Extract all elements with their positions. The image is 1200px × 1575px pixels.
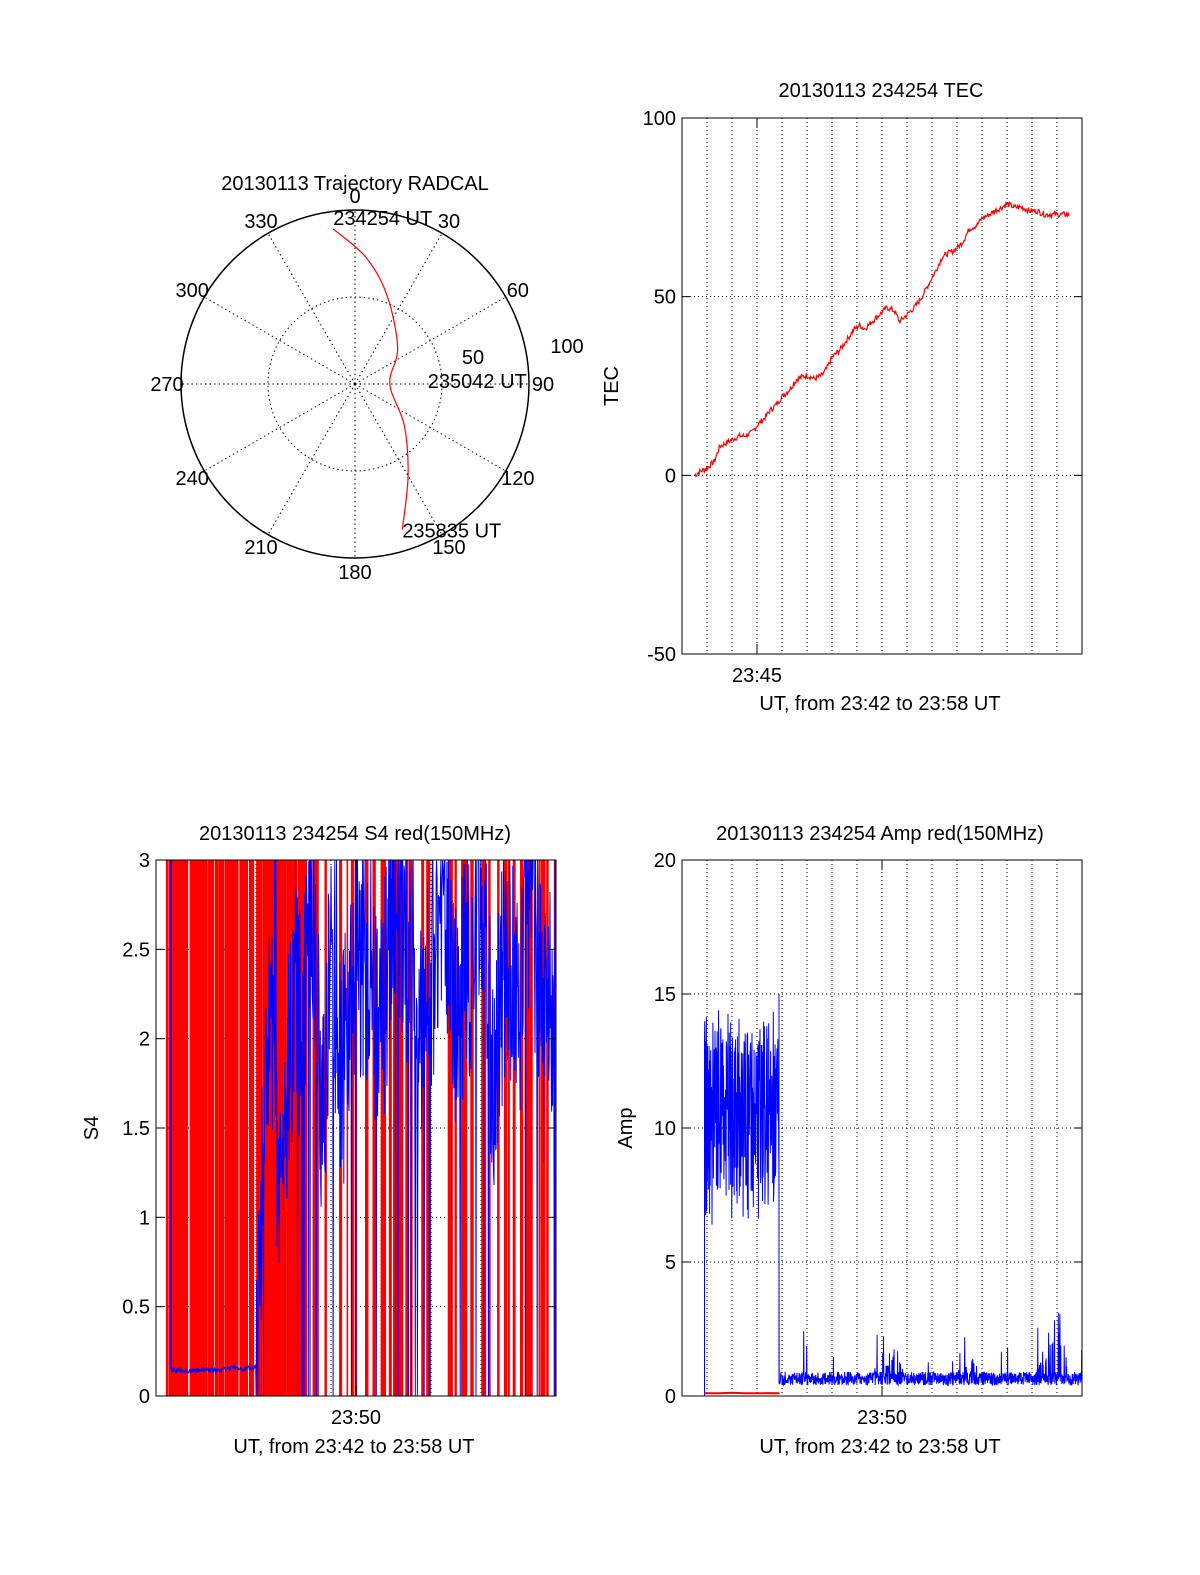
polar-angle-label: 60 <box>507 280 529 302</box>
y-tick-label: 50 <box>654 287 676 309</box>
tec-ylabel: TEC <box>601 366 623 406</box>
polar-angle-label: 30 <box>438 211 460 233</box>
y-tick-label: 1 <box>139 1207 150 1229</box>
polar-spoke <box>204 296 356 385</box>
tec-line <box>694 200 1070 478</box>
polar-grid <box>180 209 530 559</box>
y-tick-label: 15 <box>654 984 676 1006</box>
polar-spoke <box>267 383 356 535</box>
polar-angle-label: 300 <box>175 280 208 302</box>
s4-axis-labels: 0 0.5 1 1.5 2 2.5 3 23:50 <box>122 850 556 1429</box>
s4-title: 20130113 234254 S4 red(150MHz) <box>199 823 511 845</box>
amp-axis-labels: 0 5 10 15 20 23:50 <box>654 850 1082 1429</box>
amp-ylabel: Amp <box>615 1107 637 1148</box>
y-tick-label: 0.5 <box>122 1297 150 1319</box>
y-tick-label: 5 <box>665 1252 676 1274</box>
polar-angle-label: 270 <box>150 374 183 396</box>
y-tick-label: 2.5 <box>122 939 150 961</box>
amp-blue-line <box>704 1010 1083 1396</box>
polar-outer-ring <box>180 209 530 559</box>
amp-panel: 20130113 234254 Amp red(150MHz) 0 5 10 15 20… <box>615 823 1083 1458</box>
tec-series <box>694 200 1070 478</box>
polar-spoke <box>204 383 356 472</box>
polar-angle-label: 0 <box>349 186 360 208</box>
tec-axis-labels: -50 0 50 100 23:45 <box>643 108 1082 687</box>
polar-angle-label: 240 <box>175 468 208 490</box>
trajectory-line <box>332 228 409 530</box>
trajectory-annotation: 234254 UT <box>333 208 432 230</box>
trajectory-annotations: 234254 UT 235042 UT 235835 UT <box>333 208 527 543</box>
tec-xlabel: UT, from 23:42 to 23:58 UT <box>759 693 1000 715</box>
amp-red-line <box>704 1391 780 1395</box>
s4-xlabel: UT, from 23:42 to 23:58 UT <box>233 1436 474 1458</box>
x-tick-label: 23:50 <box>857 1407 907 1429</box>
y-tick-label: 3 <box>139 850 150 872</box>
tec-frame <box>681 117 1083 655</box>
y-tick-label: 1.5 <box>122 1118 150 1140</box>
polar-spoke <box>354 296 506 385</box>
polar-labels: 0 30 60 90 120 150 180 210 240 270 300 330 50 100 <box>150 186 583 584</box>
y-tick-label: 0 <box>665 465 676 487</box>
trajectory-annotation: 235042 UT <box>428 371 527 393</box>
y-tick-label: 0 <box>665 1386 676 1408</box>
s4-ylabel: S4 <box>81 1116 103 1140</box>
polar-spoke <box>267 233 356 385</box>
trajectory-annotation: 235835 UT <box>402 521 501 543</box>
y-tick-label: 2 <box>139 1029 150 1051</box>
tec-grid <box>682 118 1082 654</box>
polar-angle-label: 90 <box>532 374 554 396</box>
y-tick-label: 100 <box>643 108 676 130</box>
polar-angle-label: 120 <box>501 468 534 490</box>
polar-angle-label: 150 <box>432 537 465 559</box>
polar-radial-label: 50 <box>462 347 484 369</box>
y-tick-label: 20 <box>654 850 676 872</box>
polar-spoke <box>354 383 443 535</box>
amp-title: 20130113 234254 Amp red(150MHz) <box>716 823 1044 845</box>
tec-panel: 20130113 234254 TEC -50 0 50 100 23:45 TEC U… <box>601 80 1083 715</box>
polar-spoke <box>354 383 506 472</box>
amp-series <box>704 994 1083 1396</box>
x-tick-label: 23:45 <box>732 665 782 687</box>
s4-series <box>170 859 557 1397</box>
s4-panel: 20130113 234254 S4 red(150MHz) 0 0.5 1 1.5 2… <box>81 823 557 1458</box>
polar-radial-label: 100 <box>550 336 583 358</box>
polar-angle-label: 210 <box>244 537 277 559</box>
s4-blue-line <box>170 859 557 1397</box>
trajectory-panel: 20130113 Trajectory RADCAL 0 30 60 90 120 150… <box>150 173 583 584</box>
y-tick-label: 0 <box>139 1386 150 1408</box>
y-tick-label: -50 <box>647 644 676 666</box>
polar-spoke <box>354 233 443 385</box>
y-tick-label: 10 <box>654 1118 676 1140</box>
trajectory-title: 20130113 Trajectory RADCAL <box>221 173 489 195</box>
amp-xlabel: UT, from 23:42 to 23:58 UT <box>759 1436 1000 1458</box>
polar-angle-label: 180 <box>338 562 371 584</box>
x-tick-label: 23:50 <box>331 1407 381 1429</box>
tec-title: 20130113 234254 TEC <box>779 80 984 102</box>
polar-angle-label: 330 <box>244 211 277 233</box>
